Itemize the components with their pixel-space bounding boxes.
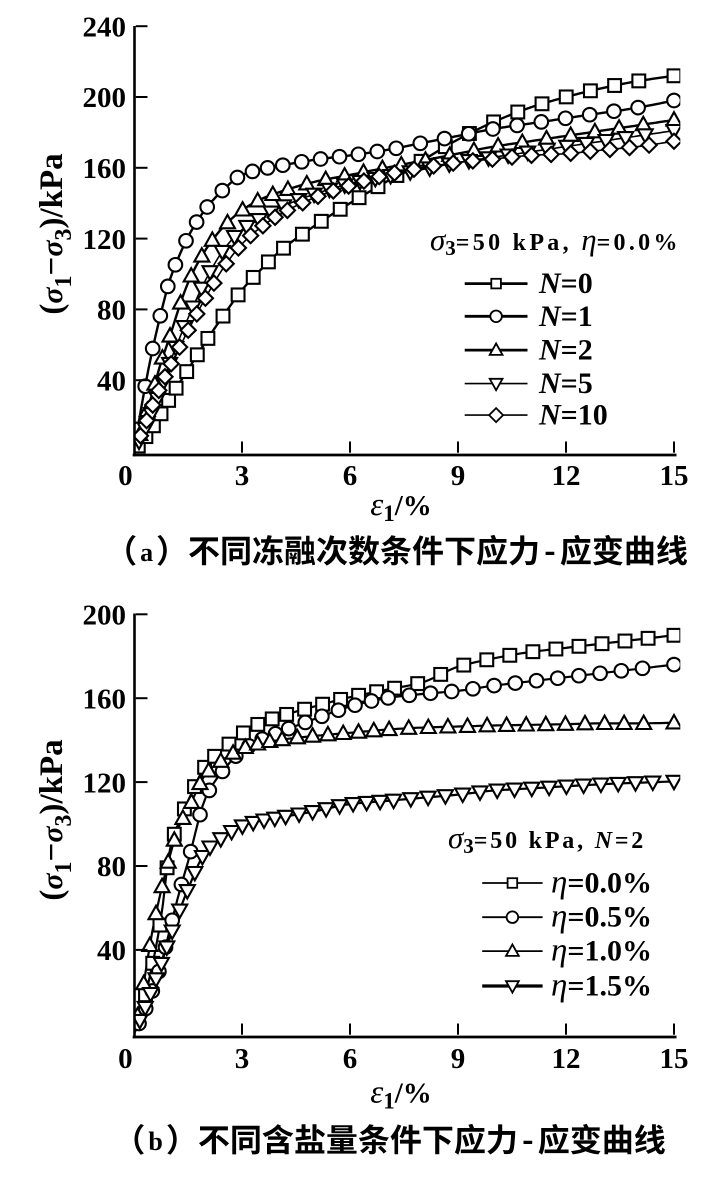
svg-text:12: 12 bbox=[552, 460, 581, 492]
svg-text:200: 200 bbox=[83, 82, 127, 114]
svg-text:0: 0 bbox=[118, 1043, 133, 1075]
svg-text:12: 12 bbox=[552, 1043, 581, 1075]
svg-text:σ3=50 kPa, η=0.0%: σ3=50 kPa, η=0.0% bbox=[430, 222, 681, 260]
svg-text:ε1/%: ε1/% bbox=[370, 487, 432, 526]
svg-text:80: 80 bbox=[97, 295, 126, 327]
svg-text:15: 15 bbox=[660, 1043, 689, 1075]
svg-text:η=1.5%: η=1.5% bbox=[551, 968, 652, 1004]
svg-text:15: 15 bbox=[660, 460, 689, 492]
svg-text:η=0.0%: η=0.0% bbox=[551, 865, 652, 901]
svg-text:N=2: N=2 bbox=[538, 334, 593, 367]
svg-text:(σ1−σ3)/kPa: (σ1−σ3)/kPa bbox=[34, 153, 77, 314]
svg-text:σ3=50 kPa, N=2: σ3=50 kPa, N=2 bbox=[448, 820, 646, 858]
svg-text:η=1.0%: η=1.0% bbox=[551, 933, 652, 969]
svg-text:a: a bbox=[140, 538, 153, 567]
svg-text:N=5: N=5 bbox=[538, 367, 593, 400]
svg-text:9: 9 bbox=[451, 1043, 466, 1075]
svg-text:η=0.5%: η=0.5% bbox=[551, 899, 652, 935]
svg-text:b: b bbox=[148, 1127, 162, 1156]
svg-text:(σ1−σ3)/kPa: (σ1−σ3)/kPa bbox=[34, 739, 77, 900]
svg-text:120: 120 bbox=[83, 224, 127, 256]
svg-text:ε1/%: ε1/% bbox=[370, 1075, 432, 1114]
svg-text:3: 3 bbox=[235, 1043, 250, 1075]
svg-text:200: 200 bbox=[83, 600, 127, 632]
svg-text:120: 120 bbox=[83, 767, 127, 799]
svg-text:80: 80 bbox=[97, 851, 126, 883]
svg-text:3: 3 bbox=[235, 460, 250, 492]
svg-text:40: 40 bbox=[97, 365, 126, 397]
svg-text:160: 160 bbox=[83, 683, 127, 715]
svg-text:N=1: N=1 bbox=[538, 300, 593, 333]
svg-text:N=0: N=0 bbox=[538, 267, 593, 300]
svg-text:240: 240 bbox=[83, 11, 127, 43]
svg-text:0: 0 bbox=[118, 460, 133, 492]
svg-text:6: 6 bbox=[343, 1043, 358, 1075]
svg-text:6: 6 bbox=[343, 460, 358, 492]
svg-text:N=10: N=10 bbox=[538, 399, 608, 432]
svg-text:40: 40 bbox=[97, 935, 126, 967]
svg-text:160: 160 bbox=[83, 153, 127, 185]
svg-text:9: 9 bbox=[451, 460, 466, 492]
